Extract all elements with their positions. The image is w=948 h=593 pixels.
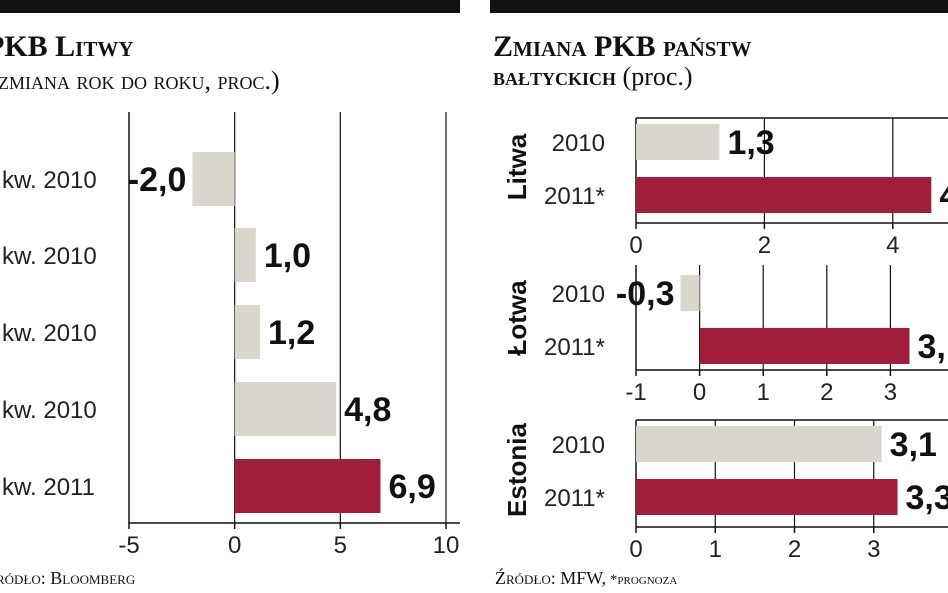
category-label: kw. 2010 (2, 167, 97, 194)
bar (234, 459, 381, 513)
x-tick-label: 0 (629, 232, 642, 259)
x-tick-label: 4 (886, 232, 899, 259)
x-tick-label: 3 (884, 379, 897, 406)
category-label: 2010 (552, 281, 605, 308)
category-label: 2010 (552, 432, 605, 459)
value-label: 1,2 (268, 314, 315, 352)
bar (636, 426, 882, 462)
bar (636, 177, 932, 213)
x-tick-label: -1 (625, 379, 646, 406)
x-tick-label: 0 (629, 536, 642, 563)
bar (192, 152, 235, 206)
value-label: 4,8 (344, 391, 391, 429)
bar (234, 228, 256, 282)
category-label: kw. 2010 (2, 243, 97, 270)
bar (636, 124, 720, 160)
x-tick-label: 0 (228, 532, 241, 559)
category-label: 2011* (544, 485, 605, 512)
value-label: 3, (917, 328, 945, 366)
left-header-rule (0, 0, 460, 13)
bar (234, 305, 261, 359)
value-label: 1,0 (264, 237, 311, 275)
category-label: kw. 2010 (2, 397, 97, 424)
left-source: ródło: Bloomberg (0, 568, 135, 588)
left-chart-title: PKB Litwy (0, 30, 134, 63)
category-label: 2011* (544, 183, 605, 210)
bar (699, 328, 910, 364)
right-header-rule (490, 0, 948, 13)
right-chart-subtitle: bałtyckich (proc.) (493, 62, 693, 92)
x-tick-label: 5 (334, 532, 347, 559)
x-tick-label: 1 (757, 379, 770, 406)
bar (680, 275, 700, 311)
bar (636, 479, 898, 515)
value-label: -0,3 (616, 275, 675, 313)
group-label: Litwa (502, 133, 532, 200)
value-label: 4,6 (939, 177, 948, 215)
bar (234, 382, 337, 436)
right-source-label: Źródło: MFW, (495, 568, 607, 588)
value-label: 6,9 (388, 468, 435, 506)
x-tick-label: 2 (758, 232, 771, 259)
x-tick-label: 2 (820, 379, 833, 406)
value-label: 3,3 (906, 479, 948, 517)
category-label: 2010 (552, 130, 605, 157)
left-source-label: ródło: Bloomberg (0, 568, 136, 588)
x-tick-label: 2 (788, 536, 801, 563)
right-source-note: *prognoza (606, 572, 678, 588)
right-chart-subtitle-bold: bałtyckich (493, 62, 617, 91)
value-label: 1,3 (727, 124, 774, 162)
left-chart-subtitle: zmiana rok do roku, proc.) (0, 66, 280, 95)
value-label: 3,1 (890, 426, 937, 464)
x-tick-label: 3 (867, 536, 880, 563)
right-chart-title: Zmiana PKB państw (493, 30, 752, 63)
x-tick-label: 0 (693, 379, 706, 406)
category-label: 2011* (544, 334, 605, 361)
x-tick-label: 10 (433, 532, 460, 559)
x-tick-label: -5 (118, 532, 139, 559)
category-label: kw. 2011 (2, 474, 95, 501)
group-label: Estonia (502, 423, 532, 517)
category-label: kw. 2010 (2, 320, 97, 347)
right-source: Źródło: MFW, *prognoza (495, 568, 677, 590)
group-label: Łotwa (502, 280, 532, 356)
x-tick-label: 1 (709, 536, 722, 563)
right-chart-subtitle-rest: (proc.) (616, 62, 693, 91)
value-label: -2,0 (128, 161, 187, 199)
